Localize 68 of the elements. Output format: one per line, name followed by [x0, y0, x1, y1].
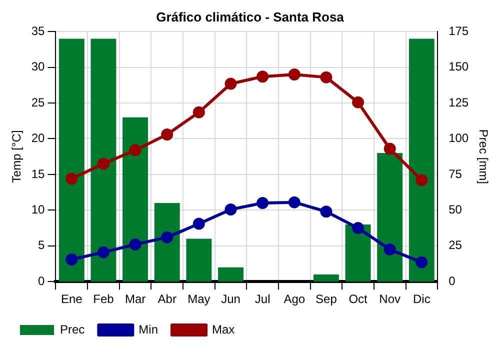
point [320, 71, 332, 84]
y2-tick-label: 0 [448, 274, 456, 288]
legend-label: Min [138, 322, 158, 336]
y-tick-label: 5 [38, 238, 46, 252]
y2-tick-label: 125 [448, 95, 469, 110]
point [416, 256, 428, 268]
bar [313, 274, 339, 282]
point [288, 68, 300, 80]
y-tick-label: 25 [31, 95, 46, 110]
y-tick-label: 35 [31, 24, 46, 38]
point [224, 78, 237, 90]
x-tick-label: Feb [93, 292, 114, 306]
point [129, 144, 142, 156]
chart-title: Gráfico climático - Santa Rosa [156, 9, 345, 24]
x-tick-label: Abr [158, 292, 176, 306]
point [352, 222, 364, 234]
point [192, 218, 205, 230]
point [256, 197, 269, 210]
y-axis-title: Temp [°C] [10, 130, 24, 184]
y2-tick-label: 150 [448, 60, 469, 74]
x-tick-label: Sep [316, 292, 338, 306]
y-tick-label: 30 [31, 60, 46, 74]
y2-tick-label: 50 [448, 202, 462, 216]
point [352, 96, 364, 108]
bar [345, 224, 371, 282]
legend-label: Max [212, 322, 235, 336]
point [224, 203, 237, 216]
bar [218, 267, 244, 282]
point [161, 128, 174, 140]
point [256, 70, 269, 83]
x-tick-label: Oct [348, 292, 368, 306]
legend-label: Prec [60, 322, 85, 336]
x-tick-label: Ago [284, 292, 306, 306]
y2-tick-label: 100 [448, 131, 469, 146]
bar [408, 38, 434, 282]
y2-axis-title: Prec [mm] [476, 129, 490, 184]
bar [377, 153, 403, 282]
point [288, 196, 300, 208]
bar [122, 117, 148, 282]
point [192, 106, 205, 118]
x-tick-label: Dic [412, 292, 430, 306]
x-tick-label: Ene [60, 292, 83, 306]
x-tick-label: Nov [379, 292, 401, 306]
bar [186, 238, 212, 282]
x-tick-label: Mar [124, 292, 146, 306]
bar [154, 203, 180, 282]
point [97, 246, 110, 258]
point [320, 206, 332, 218]
point [66, 172, 78, 185]
point [384, 243, 396, 256]
y-tick-label: 15 [31, 166, 46, 181]
y-tick-label: 10 [31, 202, 46, 216]
x-tick-label: Jun [221, 292, 240, 306]
point [129, 238, 142, 250]
point [97, 158, 110, 170]
y2-tick-label: 75 [448, 166, 462, 181]
x-tick-label: May [188, 292, 210, 306]
x-tick-label: Jul [254, 292, 270, 306]
y2-tick-label: 175 [448, 24, 469, 38]
y2-tick-label: 25 [448, 238, 462, 252]
y-tick-label: 0 [38, 274, 46, 288]
point [161, 231, 174, 244]
bar [90, 38, 116, 282]
y-tick-label: 20 [31, 131, 46, 146]
point [384, 142, 396, 155]
point [66, 253, 78, 266]
bar [58, 38, 84, 282]
point [416, 174, 428, 186]
